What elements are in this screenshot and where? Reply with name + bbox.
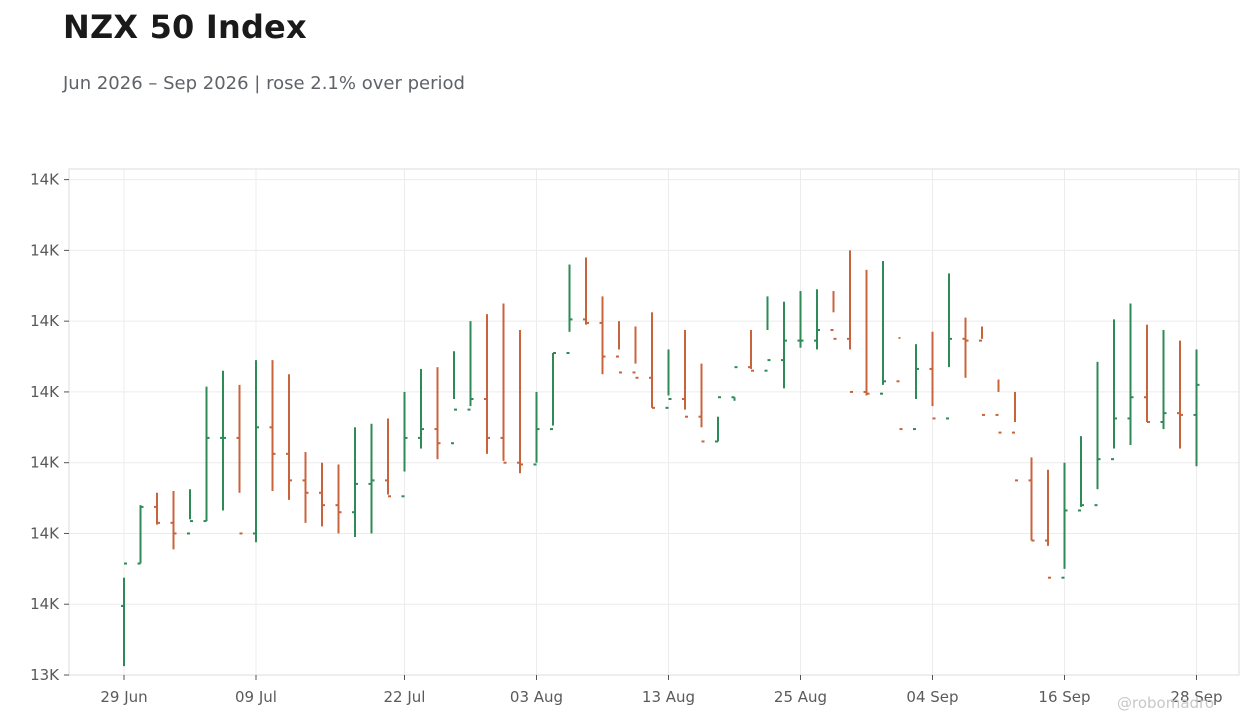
ohlc-bar xyxy=(566,264,573,354)
ohlc-bar xyxy=(616,321,622,374)
ohlc-bar xyxy=(467,321,474,411)
x-tick-label: 16 Sep xyxy=(1038,688,1090,706)
ohlc-bar xyxy=(418,368,424,449)
y-tick-label: 14K xyxy=(30,383,60,401)
plot-frame xyxy=(68,168,1240,676)
ohlc-bar xyxy=(1193,349,1200,467)
ohlc-bar xyxy=(451,351,457,445)
ohlc-bar xyxy=(814,289,820,350)
ohlc-bar xyxy=(385,418,391,498)
x-tick-label: 22 Jul xyxy=(384,688,426,706)
ohlc-bar xyxy=(319,462,325,527)
ohlc-bars xyxy=(121,250,1200,667)
ohlc-bar xyxy=(434,367,441,460)
ohlc-bar xyxy=(764,296,771,372)
x-tick-label: 03 Aug xyxy=(510,688,563,706)
ohlc-bar xyxy=(847,250,853,393)
ohlc-bar xyxy=(1045,469,1051,579)
ohlc-bar xyxy=(500,303,507,464)
ohlc-bar xyxy=(368,423,375,534)
ohlc-bar xyxy=(599,296,606,375)
ohlc-bar xyxy=(1028,457,1035,542)
ohlc-bar xyxy=(1127,303,1134,445)
ohlc-bar xyxy=(1111,319,1117,461)
ohlc-bar xyxy=(121,562,127,667)
ohlc-bar xyxy=(946,273,952,420)
ohlc-bar xyxy=(583,257,589,325)
ohlc-bar xyxy=(1144,324,1150,423)
y-tick-label: 14K xyxy=(30,171,60,189)
ohlc-bar xyxy=(286,374,292,500)
ohlc-bar xyxy=(170,491,177,550)
watermark: @robomadro xyxy=(1117,694,1215,712)
ohlc-bar xyxy=(335,464,342,534)
ohlc-bar xyxy=(137,505,144,565)
ohlc-bar xyxy=(1078,436,1084,512)
y-tick-label: 14K xyxy=(30,312,60,330)
ohlc-bar xyxy=(715,396,721,443)
ohlc-bar xyxy=(484,314,490,454)
ohlc-bar xyxy=(1177,340,1183,449)
ohlc-bar xyxy=(352,427,358,537)
ohlc-bar xyxy=(632,326,639,379)
ohlc-bar xyxy=(962,317,969,378)
ohlc-bar xyxy=(649,312,655,409)
ohlc-bar xyxy=(880,261,886,395)
x-tick-label: 29 Jun xyxy=(100,688,147,706)
ohlc-bar xyxy=(550,352,556,431)
y-tick-label: 14K xyxy=(30,454,60,472)
x-tick-label: 04 Sep xyxy=(906,688,958,706)
y-tick-label: 13K xyxy=(30,666,60,684)
ohlc-bar xyxy=(731,366,738,401)
ohlc-bar xyxy=(154,492,160,525)
ohlc-bar xyxy=(517,330,523,474)
ohlc-bar xyxy=(1094,361,1101,507)
ohlc-bar xyxy=(863,269,870,396)
ohlc-bar xyxy=(220,370,226,511)
ohlc-bar xyxy=(533,391,540,466)
ohlc-bar xyxy=(1012,391,1018,482)
y-tick-label: 14K xyxy=(30,524,60,542)
ohlc-bar xyxy=(979,326,985,416)
chart-subtitle: Jun 2026 – Sep 2026 | rose 2.1% over per… xyxy=(63,73,465,94)
y-axis: 13K 14K 14K 14K 14K 14K 14K 14K xyxy=(30,171,69,684)
ohlc-bar xyxy=(748,330,754,372)
ohlc-bar xyxy=(269,360,276,491)
ohlc-bar xyxy=(203,386,210,523)
chart-title: NZX 50 Index xyxy=(63,8,307,46)
ohlc-bar xyxy=(896,337,903,431)
x-tick-label: 25 Aug xyxy=(774,688,827,706)
ohlc-bar xyxy=(913,344,919,431)
ohlc-bar xyxy=(698,363,705,443)
ohlc-bar xyxy=(401,391,408,498)
ohlc-bar xyxy=(830,291,837,340)
ohlc-bar xyxy=(187,489,193,535)
ohlc-bar xyxy=(1061,462,1068,579)
x-tick-label: 09 Jul xyxy=(235,688,277,706)
ohlc-bar xyxy=(781,301,787,389)
ohlc-bar xyxy=(929,331,936,420)
x-tick-label: 28 Sep xyxy=(1170,688,1222,706)
ohlc-bar xyxy=(665,349,672,409)
x-tick-label: 13 Aug xyxy=(642,688,695,706)
grid-lines xyxy=(69,169,1239,676)
ohlc-bar xyxy=(302,452,309,523)
ohlc-bar xyxy=(1160,330,1167,430)
ohlc-bar xyxy=(253,360,259,543)
ohlc-bar xyxy=(797,291,804,348)
ohlc-bar xyxy=(682,330,688,418)
y-tick-label: 14K xyxy=(30,595,60,613)
ohlc-bar xyxy=(995,379,1002,434)
x-axis: 29 Jun 09 Jul 22 Jul 03 Aug 13 Aug 25 Aug 04 S… xyxy=(100,675,1223,706)
ohlc-bar xyxy=(236,384,243,535)
y-tick-label: 14K xyxy=(30,241,60,259)
